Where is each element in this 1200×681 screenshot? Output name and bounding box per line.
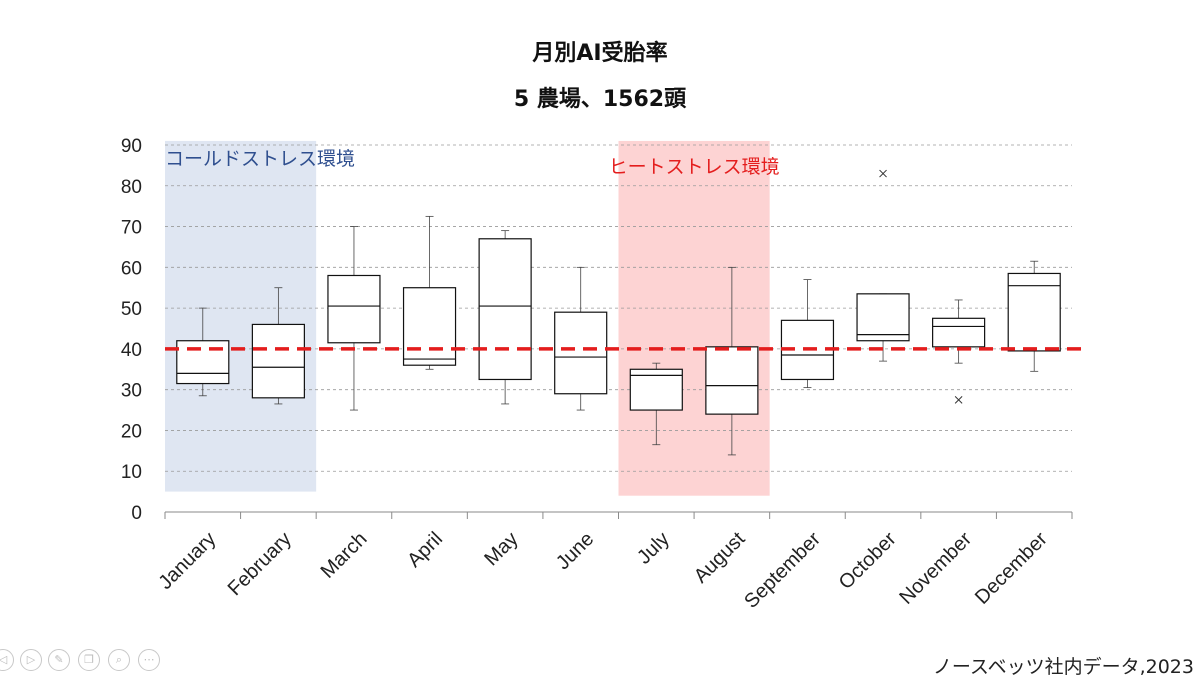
play-icon[interactable]: ▷ <box>20 649 42 671</box>
box-iqr <box>629 368 683 411</box>
box-april <box>402 215 457 370</box>
box-july <box>629 362 683 446</box>
outlier-marker <box>954 396 963 404</box>
box-iqr <box>327 274 381 344</box>
y-tick-label: 80 <box>121 177 142 198</box>
box-september <box>780 279 835 389</box>
zoom-icon[interactable]: ⌕ <box>108 649 130 671</box>
y-tick-label: 40 <box>121 340 142 361</box>
box-iqr <box>856 293 910 342</box>
stress-region-label: ヒートストレス環境 <box>609 156 780 178</box>
more-icon[interactable]: ⋯ <box>138 649 160 671</box>
copy-icon[interactable]: ❐ <box>78 649 100 671</box>
stress-region <box>165 140 317 492</box>
back-icon[interactable]: ◁ <box>0 649 14 671</box>
y-tick-label: 70 <box>121 218 142 239</box>
y-tick-label: 50 <box>121 299 142 320</box>
x-tick-label: December <box>971 528 1052 609</box>
stress-regions: コールドストレス環境 ヒートストレス環境 <box>165 140 780 496</box>
y-tick-label: 10 <box>121 462 142 483</box>
x-tick-label: August <box>690 528 750 588</box>
y-tick-label: 60 <box>121 258 142 279</box>
y-tick-label: 90 <box>121 136 142 157</box>
x-tick-label: January <box>154 528 220 594</box>
y-tick-label: 20 <box>121 421 142 442</box>
x-tick-label: September <box>740 528 825 613</box>
box-iqr <box>478 238 532 381</box>
x-tick-label: February <box>224 528 296 600</box>
box-iqr <box>251 323 305 399</box>
pen-icon[interactable]: ✎ <box>48 649 70 671</box>
x-tick-label: March <box>317 528 372 583</box>
box-iqr <box>402 287 457 366</box>
box-iqr <box>705 346 759 415</box>
x-tick-label: May <box>480 528 522 570</box>
y-tick-label: 30 <box>121 381 142 402</box>
grid-lines <box>165 144 1072 472</box>
box-march <box>327 226 381 411</box>
outlier-marker <box>879 169 887 178</box>
box-october <box>856 169 910 362</box>
box-iqr <box>554 311 608 395</box>
box-december <box>1007 260 1061 372</box>
source-note: ノースベッツ社内データ,2023 <box>932 656 1194 678</box>
x-tick-label: April <box>403 528 447 572</box>
box-august <box>705 266 759 456</box>
stress-region-label: コールドストレス環境 <box>165 148 355 170</box>
box-iqr <box>932 317 986 348</box>
y-tick-label: 0 <box>131 503 142 524</box>
x-tick-label: November <box>895 528 976 609</box>
box-may <box>478 230 532 405</box>
slide-toolbar: ◁ ▷ ✎ ❐ ⌕ ⋯ <box>0 649 170 673</box>
box-november <box>932 299 986 404</box>
chart-subtitle: 5 農場、1562頭 <box>514 87 687 112</box>
box-june <box>554 266 608 411</box>
stress-region <box>618 140 770 496</box>
box-iqr <box>1007 272 1061 352</box>
box-february <box>251 287 305 405</box>
x-tick-label: October <box>835 528 901 594</box>
x-tick-label: July <box>633 528 674 569</box>
x-tick-label: June <box>552 528 598 574</box>
chart-title: 月別AI受胎率 <box>531 40 667 66</box>
